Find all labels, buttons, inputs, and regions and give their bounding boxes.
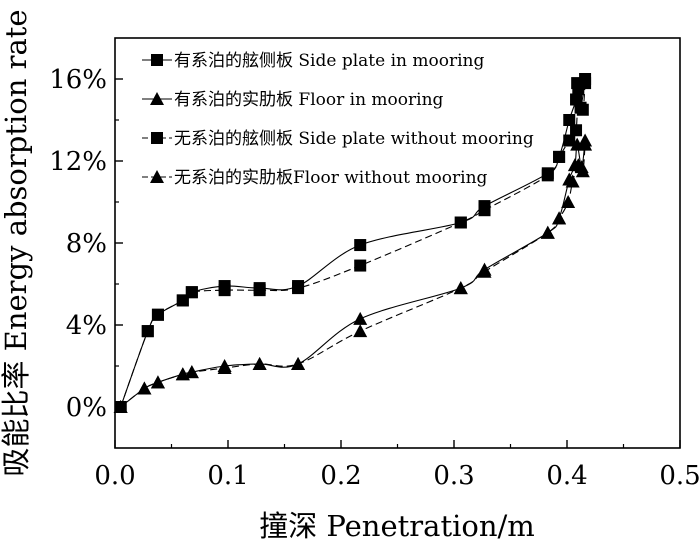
data-point xyxy=(354,239,367,252)
y-tick-label: 8% xyxy=(66,229,107,259)
legend-label: 无系泊的舷侧板 Side plate without mooring xyxy=(174,129,534,149)
y-tick-label: 0% xyxy=(66,393,107,423)
data-point xyxy=(353,324,368,338)
y-axis-title: 吸能比率 Energy absorption rate xyxy=(0,9,33,476)
data-point xyxy=(570,124,583,137)
y-tick-label: 16% xyxy=(49,65,107,95)
data-point xyxy=(477,264,492,278)
data-point xyxy=(185,286,198,299)
data-point xyxy=(150,375,165,389)
data-point xyxy=(184,365,199,379)
legend-label: 无系泊的实肋板Floor without mooring xyxy=(174,168,488,188)
data-point xyxy=(113,400,128,413)
x-tick-label: 0.3 xyxy=(433,461,474,491)
data-point xyxy=(563,134,576,147)
data-point xyxy=(540,225,555,239)
x-tick-label: 0.0 xyxy=(94,461,135,491)
data-point xyxy=(553,150,566,163)
data-point xyxy=(292,282,305,295)
data-point xyxy=(176,294,189,307)
data-point xyxy=(354,259,367,272)
legend: 有系泊的舷侧板 Side plate in mooring 有系泊的实肋板 Flo… xyxy=(142,51,534,188)
data-point xyxy=(565,174,580,188)
data-point xyxy=(253,284,266,297)
data-point xyxy=(218,284,231,297)
data-point xyxy=(454,216,467,229)
data-point xyxy=(252,356,267,370)
data-point xyxy=(217,361,232,375)
data-point xyxy=(478,204,491,217)
series-2 xyxy=(114,77,592,413)
legend-marker xyxy=(151,54,163,66)
x-tick-label: 0.5 xyxy=(659,461,700,491)
x-tick-label: 0.4 xyxy=(546,461,587,491)
data-point xyxy=(151,308,164,321)
y-ticks: 0% 4% 8% 12% 16% xyxy=(49,65,123,423)
x-ticks: 0.0 0.1 0.2 0.3 0.4 0.5 xyxy=(94,440,700,491)
legend-marker xyxy=(150,92,164,105)
series-3 xyxy=(113,137,593,413)
x-tick-label: 0.2 xyxy=(320,461,361,491)
x-tick-label: 0.1 xyxy=(207,461,248,491)
legend-label: 有系泊的舷侧板 Side plate in mooring xyxy=(174,51,484,71)
y-tick-label: 4% xyxy=(66,311,107,341)
data-point xyxy=(141,325,154,338)
data-point xyxy=(552,211,567,225)
data-point xyxy=(563,114,576,126)
data-point xyxy=(541,169,554,182)
series-0 xyxy=(114,73,592,413)
x-axis-title: 撞深 Penetration/m xyxy=(259,509,535,543)
data-point xyxy=(291,356,306,370)
data-point xyxy=(576,103,589,116)
legend-marker xyxy=(151,132,163,144)
data-point xyxy=(579,77,592,90)
series-layer xyxy=(113,73,593,413)
data-point xyxy=(575,164,590,178)
data-point xyxy=(578,137,593,151)
data-point xyxy=(453,281,468,295)
y-tick-label: 12% xyxy=(49,147,107,177)
legend-label: 有系泊的实肋板 Floor in mooring xyxy=(174,90,444,110)
data-point xyxy=(137,381,152,395)
data-point xyxy=(353,311,368,325)
data-point xyxy=(561,195,576,208)
legend-marker xyxy=(150,170,164,183)
